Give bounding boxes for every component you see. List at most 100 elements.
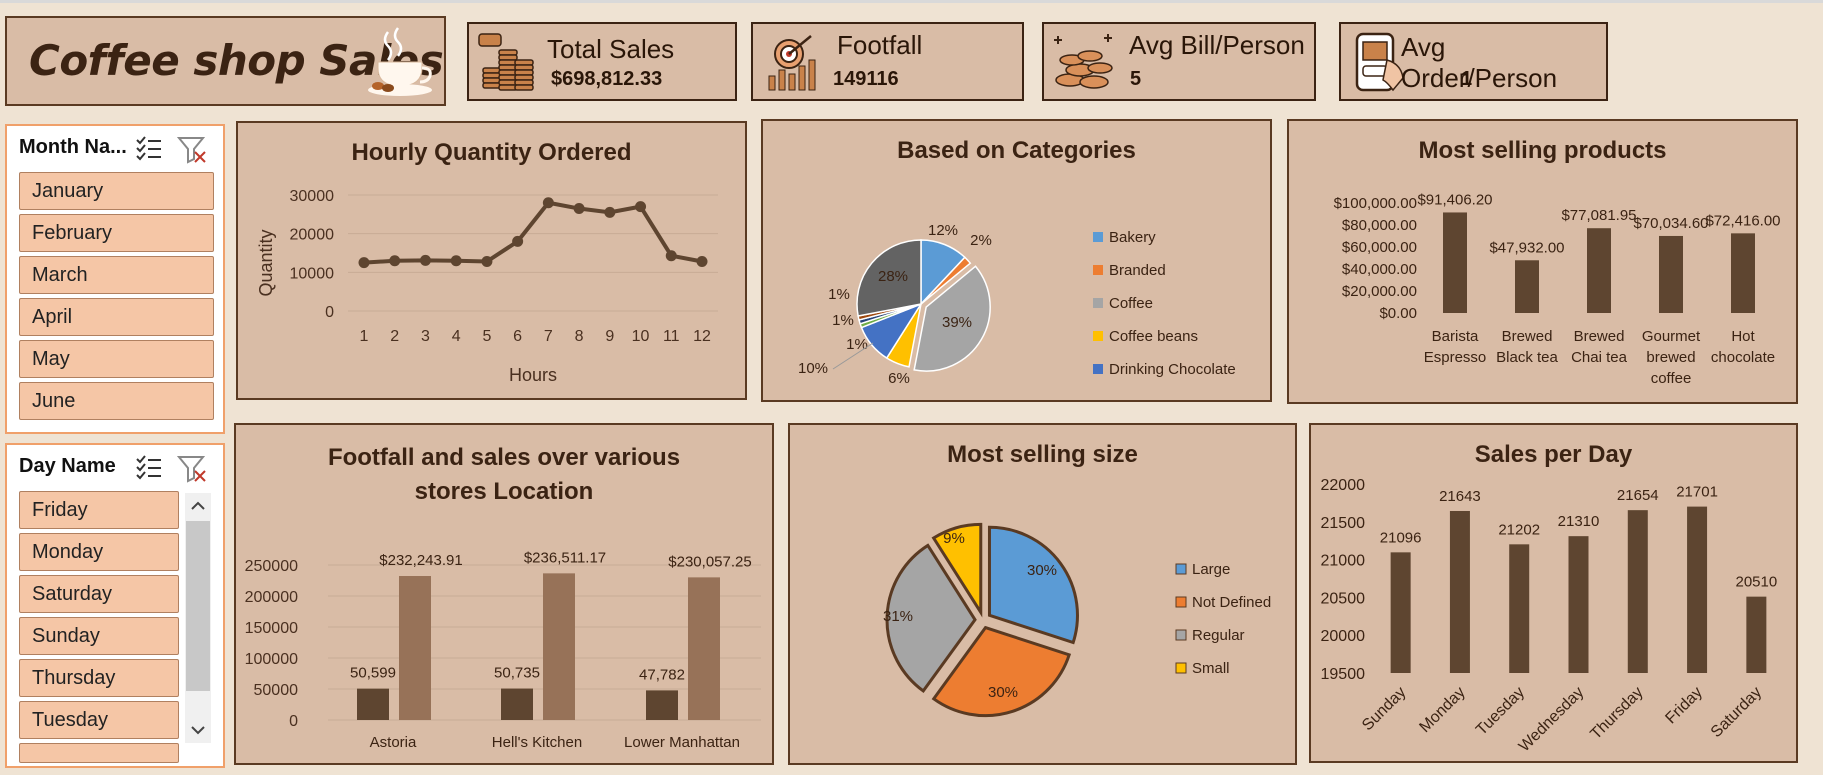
x-tick-label: Hot <box>1731 328 1755 345</box>
chart-title: Based on Categories <box>897 137 1136 164</box>
chart-title: Most selling products <box>1418 137 1667 164</box>
kpi-value: 5 <box>1130 68 1142 90</box>
chart-title: Footfall and sales over various stores L… <box>236 441 772 509</box>
x-tick-label: 11 <box>663 328 680 345</box>
y-tick-label: $0.00 <box>1379 305 1417 322</box>
clear-filter-icon[interactable] <box>176 137 206 164</box>
data-label: $91,406.20 <box>1417 191 1492 208</box>
slicer-item-saturday[interactable]: Saturday <box>19 575 179 613</box>
legend-swatch <box>1093 232 1103 242</box>
x-tick-label: Black tea <box>1496 349 1558 366</box>
size-panel: Most selling size 30% 30% 31% 9% Large Not De… <box>788 423 1297 765</box>
slice-label: 39% <box>942 314 972 331</box>
slicer-item-partial[interactable] <box>19 743 179 763</box>
y-tick-label: 19500 <box>1321 666 1366 683</box>
coffee-cup-icon <box>368 27 432 96</box>
bar <box>543 573 575 720</box>
legend-label: Small <box>1192 660 1230 677</box>
multi-select-icon[interactable] <box>136 455 161 480</box>
slicer-item-friday[interactable]: Friday <box>19 491 179 529</box>
y-tick-label: 20000 <box>290 227 335 244</box>
kpi-value: 1 <box>1461 68 1473 90</box>
slicer-item-monday[interactable]: Monday <box>19 533 179 571</box>
y-tick-label: $60,000.00 <box>1342 239 1417 256</box>
data-label: 47,782 <box>639 666 685 683</box>
slicer-item-thursday[interactable]: Thursday <box>19 659 179 697</box>
scrollbar-thumb[interactable] <box>186 521 210 691</box>
x-tick-label: 9 <box>605 328 614 345</box>
slice-label: 31% <box>883 608 913 625</box>
slicer-item-sunday[interactable]: Sunday <box>19 617 179 655</box>
slicer-item-march[interactable]: March <box>19 256 214 294</box>
stores-bar-chart: 0 50000 100000 150000 200000 250000 50,599 $232… <box>245 549 761 751</box>
bar <box>399 576 431 720</box>
slicer-item-february[interactable]: February <box>19 214 214 252</box>
categories-pie-chart: 12% 2% 39% 6% 10% 1% 1% 1% 28% Bakery Branded Coffe… <box>798 222 1236 387</box>
coins-pile-icon <box>1054 34 1113 89</box>
legend-swatch <box>1175 596 1187 608</box>
x-tick-label: 7 <box>544 328 553 345</box>
data-label: $236,511.17 <box>524 549 606 566</box>
y-axis-label: Quantity <box>256 229 276 296</box>
slicer-item-january[interactable]: January <box>19 172 214 210</box>
legend-swatch <box>1093 364 1103 374</box>
x-tick-label: Saturday <box>1708 684 1765 741</box>
target-growth-icon <box>768 35 816 91</box>
multi-select-icon[interactable] <box>136 136 161 161</box>
x-axis-label: Hours <box>509 365 557 385</box>
slice-label: 12% <box>928 222 958 239</box>
pie-slice <box>920 256 972 305</box>
bar <box>1687 506 1708 673</box>
data-label: 21643 <box>1439 488 1481 505</box>
kpi-total-sales: Total Sales $698,812.33 <box>467 22 737 101</box>
dashboard-title: Coffee shop Sales <box>29 36 444 85</box>
x-tick-label: Brewed <box>1574 328 1625 345</box>
slicer-item-may[interactable]: May <box>19 340 214 378</box>
leader-line <box>832 342 874 370</box>
bar <box>646 690 678 720</box>
x-tick-label: brewed <box>1646 349 1695 366</box>
data-label: 20510 <box>1735 574 1777 591</box>
slicer-item-tuesday[interactable]: Tuesday <box>19 701 179 739</box>
data-label: $47,932.00 <box>1489 239 1564 256</box>
y-tick-label: 21500 <box>1321 515 1366 532</box>
data-label: 50,599 <box>350 665 396 682</box>
series-line <box>363 200 703 265</box>
kpi-label: Footfall <box>837 30 923 60</box>
chart-title-line: stores Location <box>414 478 594 505</box>
x-tick-label: Astoria <box>370 734 417 751</box>
data-label: $230,057.25 <box>668 553 751 570</box>
slice-label: 30% <box>988 684 1018 701</box>
size-pie-chart: 30% 30% 31% 9% Large Not Defined Regular Small <box>883 522 1271 718</box>
slice-label: 28% <box>878 268 908 285</box>
bar <box>1627 510 1648 673</box>
y-tick-label: 0 <box>289 713 298 730</box>
products-bar-chart: $0.00 $20,000.00 $40,000.00 $60,000.00 $80,0… <box>1334 191 1781 387</box>
x-tick-label: Thursday <box>1587 684 1646 743</box>
slicer-item-june[interactable]: June <box>19 382 214 420</box>
legend-swatch <box>1093 298 1103 308</box>
kpi-label: Avg Bill/Person <box>1129 30 1305 60</box>
y-tick-label: 150000 <box>245 620 298 637</box>
day-slicer: Day Name Friday Monday Saturday Sunday T… <box>5 443 225 768</box>
bar <box>1746 596 1767 673</box>
bar <box>1390 552 1411 673</box>
y-tick-label: 10000 <box>290 265 335 282</box>
slicer-toolbar <box>133 453 213 488</box>
month-slicer: Month Na... January February March April… <box>5 124 225 434</box>
scroll-up-icon[interactable] <box>191 501 205 510</box>
slicer-scrollbar[interactable] <box>185 493 211 743</box>
x-tick-label: 5 <box>482 328 491 345</box>
x-tick-label: coffee <box>1651 370 1692 387</box>
clear-filter-icon[interactable] <box>176 456 206 483</box>
pie-slice <box>885 543 977 694</box>
data-label: 21310 <box>1558 513 1600 530</box>
legend-label: Branded <box>1109 262 1166 279</box>
slicer-toolbar <box>133 134 213 169</box>
legend-swatch <box>1175 629 1187 641</box>
x-tick-label: Hell's Kitchen <box>492 734 582 751</box>
data-point <box>696 256 708 268</box>
slicer-item-april[interactable]: April <box>19 298 214 336</box>
scroll-down-icon[interactable] <box>191 726 205 735</box>
